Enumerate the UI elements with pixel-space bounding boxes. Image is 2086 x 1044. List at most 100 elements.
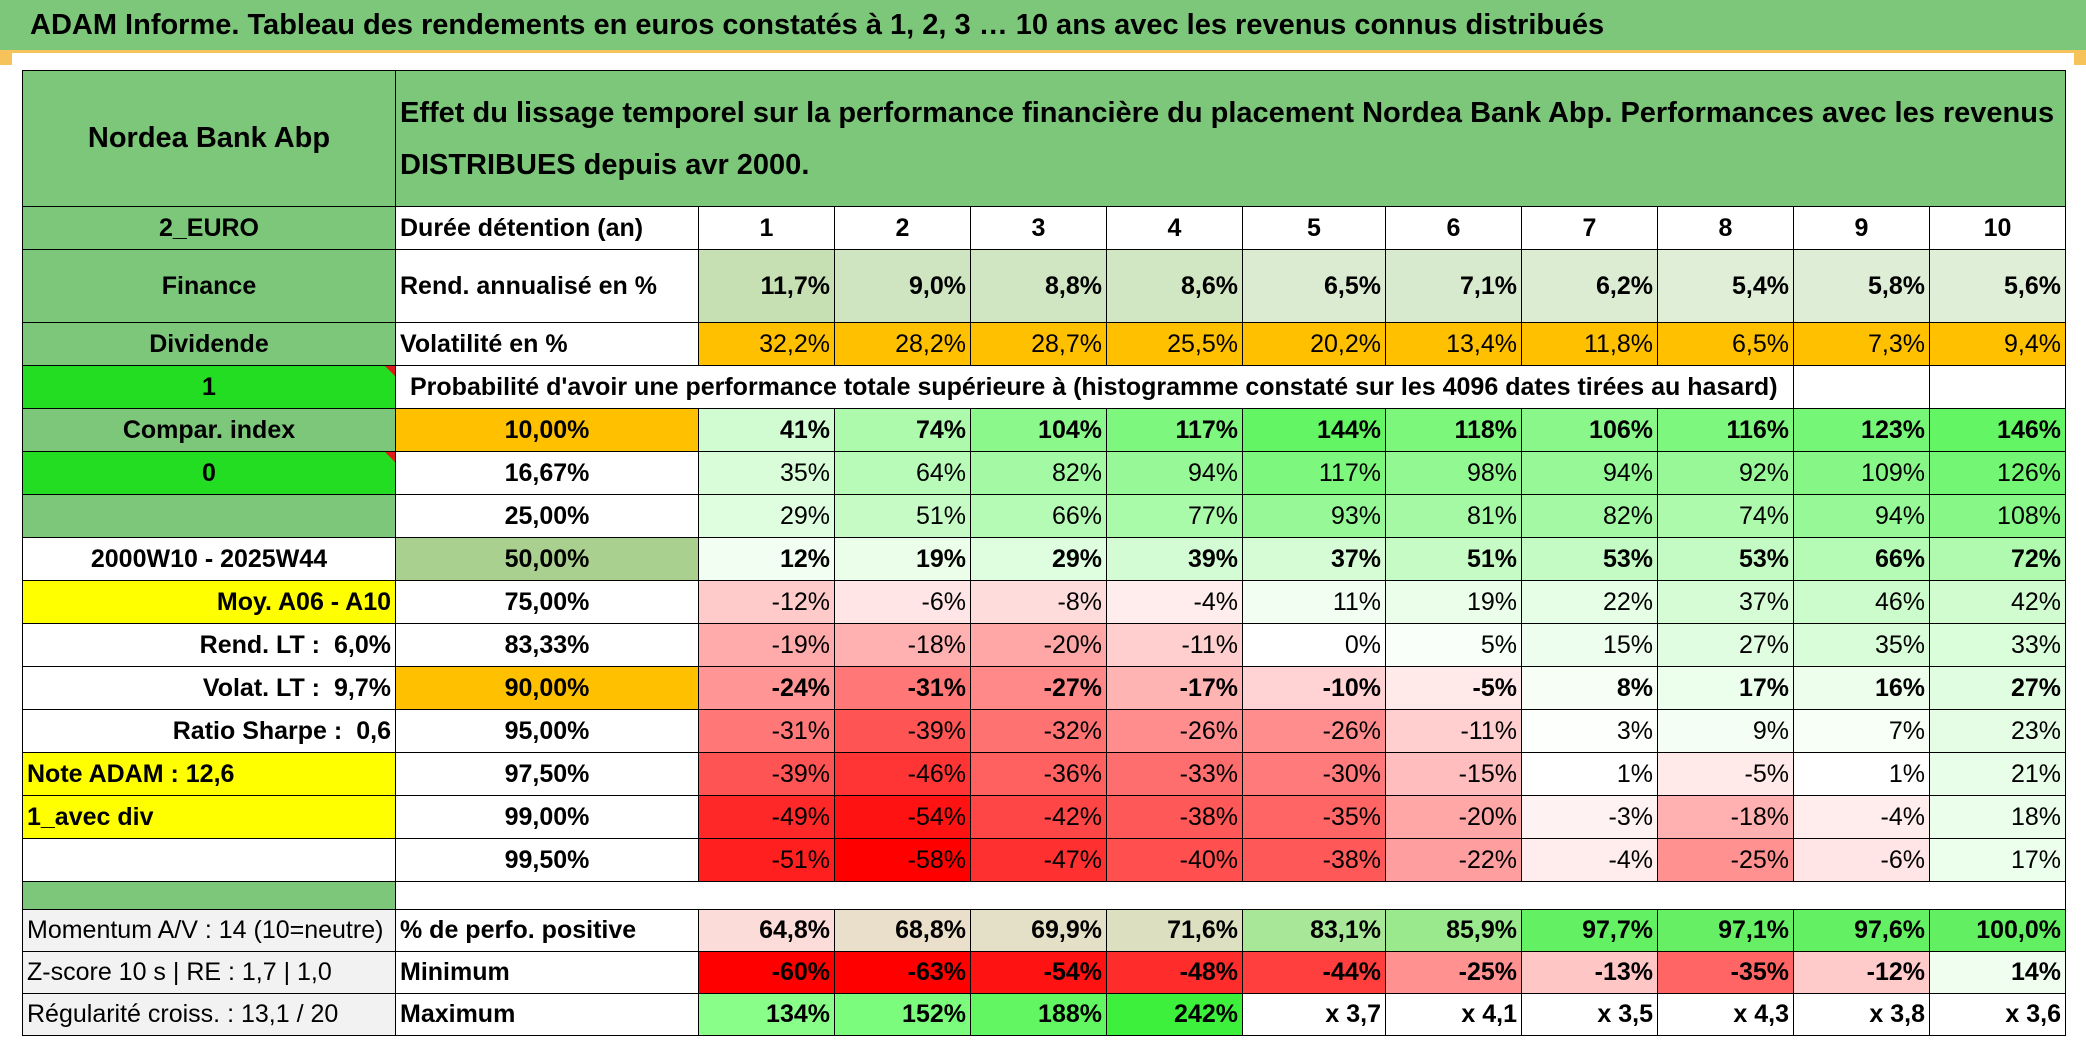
positive-value: 83,1% [1242, 909, 1386, 952]
quantile-value: 21% [1929, 752, 2066, 796]
quantile-value: 33% [1929, 623, 2066, 667]
quantile-label: 99,00% [395, 795, 699, 839]
rend-value: 5,8% [1793, 249, 1930, 323]
metric-label: Rend. LT : [199, 630, 321, 659]
quantile-value: 18% [1929, 795, 2066, 839]
quantile-value: -19% [698, 623, 835, 667]
quantile-value: 27% [1929, 666, 2066, 710]
rend-value: 11,7% [698, 249, 835, 323]
quantile-value: -22% [1385, 838, 1522, 882]
quantile-value: 104% [970, 408, 1107, 452]
indicator-cell: Momentum A/V : 14 (10=neutre) [22, 909, 396, 952]
quantile-value: 93% [1242, 494, 1386, 538]
maximum-value: x 3,8 [1793, 993, 1930, 1036]
year-header: 6 [1385, 206, 1522, 250]
minimum-value: -48% [1106, 951, 1243, 994]
quantile-value: 35% [1793, 623, 1930, 667]
quantile-value: -46% [834, 752, 971, 796]
quantile-value: -5% [1385, 666, 1522, 710]
quantile-value: 116% [1657, 408, 1794, 452]
quantile-value: 9% [1657, 709, 1794, 753]
quantile-value: 53% [1521, 537, 1658, 581]
rend-value: 8,6% [1106, 249, 1243, 323]
quantile-value: -4% [1521, 838, 1658, 882]
quantile-value: 53% [1657, 537, 1794, 581]
quantile-value: -49% [698, 795, 835, 839]
metric-value: 9,7% [334, 673, 391, 702]
quantile-value: 16% [1793, 666, 1930, 710]
empty-side-cell [22, 494, 396, 538]
quantile-value: 27% [1657, 623, 1794, 667]
quantile-value: -4% [1106, 580, 1243, 624]
positive-value: 97,6% [1793, 909, 1930, 952]
metric-label: Ratio Sharpe : [172, 716, 343, 745]
quantile-value: 98% [1385, 451, 1522, 495]
quantile-label: 50,00% [395, 537, 699, 581]
indicator-cell: Z-score 10 s | RE : 1,7 | 1,0 [22, 951, 396, 994]
positive-value: 71,6% [1106, 909, 1243, 952]
metric-value: 0,6 [356, 716, 391, 745]
quantile-value: -4% [1793, 795, 1930, 839]
quantile-value: -6% [1793, 838, 1930, 882]
quantile-value: -25% [1657, 838, 1794, 882]
quantile-value: 94% [1106, 451, 1243, 495]
quantile-value: 118% [1385, 408, 1522, 452]
quantile-value: 82% [1521, 494, 1658, 538]
year-header: 9 [1793, 206, 1930, 250]
year-header: 3 [970, 206, 1107, 250]
table-description: Effet du lissage temporel sur la perform… [395, 70, 2066, 207]
quantile-value: 41% [698, 408, 835, 452]
quantile-value: -18% [1657, 795, 1794, 839]
rend-value: 6,2% [1521, 249, 1658, 323]
period-cell: 2000W10 - 2025W44 [22, 537, 396, 581]
quantile-value: 37% [1657, 580, 1794, 624]
quantile-value: 15% [1521, 623, 1658, 667]
quantile-value: 1% [1793, 752, 1930, 796]
quantile-value: -32% [970, 709, 1107, 753]
type-cell: Dividende [22, 322, 396, 366]
report-title: ADAM Informe. Tableau des rendements en … [30, 9, 1605, 41]
quantile-value: 42% [1929, 580, 2066, 624]
quantile-value: -58% [834, 838, 971, 882]
quantile-value: -40% [1106, 838, 1243, 882]
rend-value: 9,0% [834, 249, 971, 323]
quantile-value: 19% [834, 537, 971, 581]
minimum-value: -35% [1657, 951, 1794, 994]
vol-value: 25,5% [1106, 322, 1243, 366]
minimum-value: -54% [970, 951, 1107, 994]
quantile-value: -20% [1385, 795, 1522, 839]
quantile-value: -11% [1106, 623, 1243, 667]
quantile-value: 77% [1106, 494, 1243, 538]
rend-label: Rend. annualisé en % [395, 249, 699, 323]
quantile-value: -6% [834, 580, 971, 624]
year-header: 8 [1657, 206, 1794, 250]
fund-name: Nordea Bank Abp [22, 70, 396, 207]
vol-value: 9,4% [1929, 322, 2066, 366]
quantile-value: -10% [1242, 666, 1386, 710]
quantile-value: -27% [970, 666, 1107, 710]
description-line-2: DISTRIBUES depuis avr 2000. [400, 148, 810, 181]
quantile-value: -30% [1242, 752, 1386, 796]
quantile-label: 97,50% [395, 752, 699, 796]
quantile-value: 3% [1521, 709, 1658, 753]
quantile-value: -24% [698, 666, 835, 710]
positive-value: 100,0% [1929, 909, 2066, 952]
quantile-value: 5% [1385, 623, 1522, 667]
spacer-cell [395, 881, 2066, 910]
quantile-value: 64% [834, 451, 971, 495]
quantile-value: -33% [1106, 752, 1243, 796]
year-header: 1 [698, 206, 835, 250]
quantile-value: 108% [1929, 494, 2066, 538]
quantile-value: 92% [1657, 451, 1794, 495]
quantile-value: -3% [1521, 795, 1658, 839]
year-header: 2 [834, 206, 971, 250]
quantile-value: 12% [698, 537, 835, 581]
quantile-value: -31% [698, 709, 835, 753]
quantile-value: 82% [970, 451, 1107, 495]
quantile-value: -26% [1106, 709, 1243, 753]
quantile-label: 83,33% [395, 623, 699, 667]
rend-value: 6,5% [1242, 249, 1386, 323]
maximum-value: x 3,5 [1521, 993, 1658, 1036]
rend-lt-cell: Rend. LT : 6,0% [22, 623, 396, 667]
quantile-value: 94% [1793, 494, 1930, 538]
